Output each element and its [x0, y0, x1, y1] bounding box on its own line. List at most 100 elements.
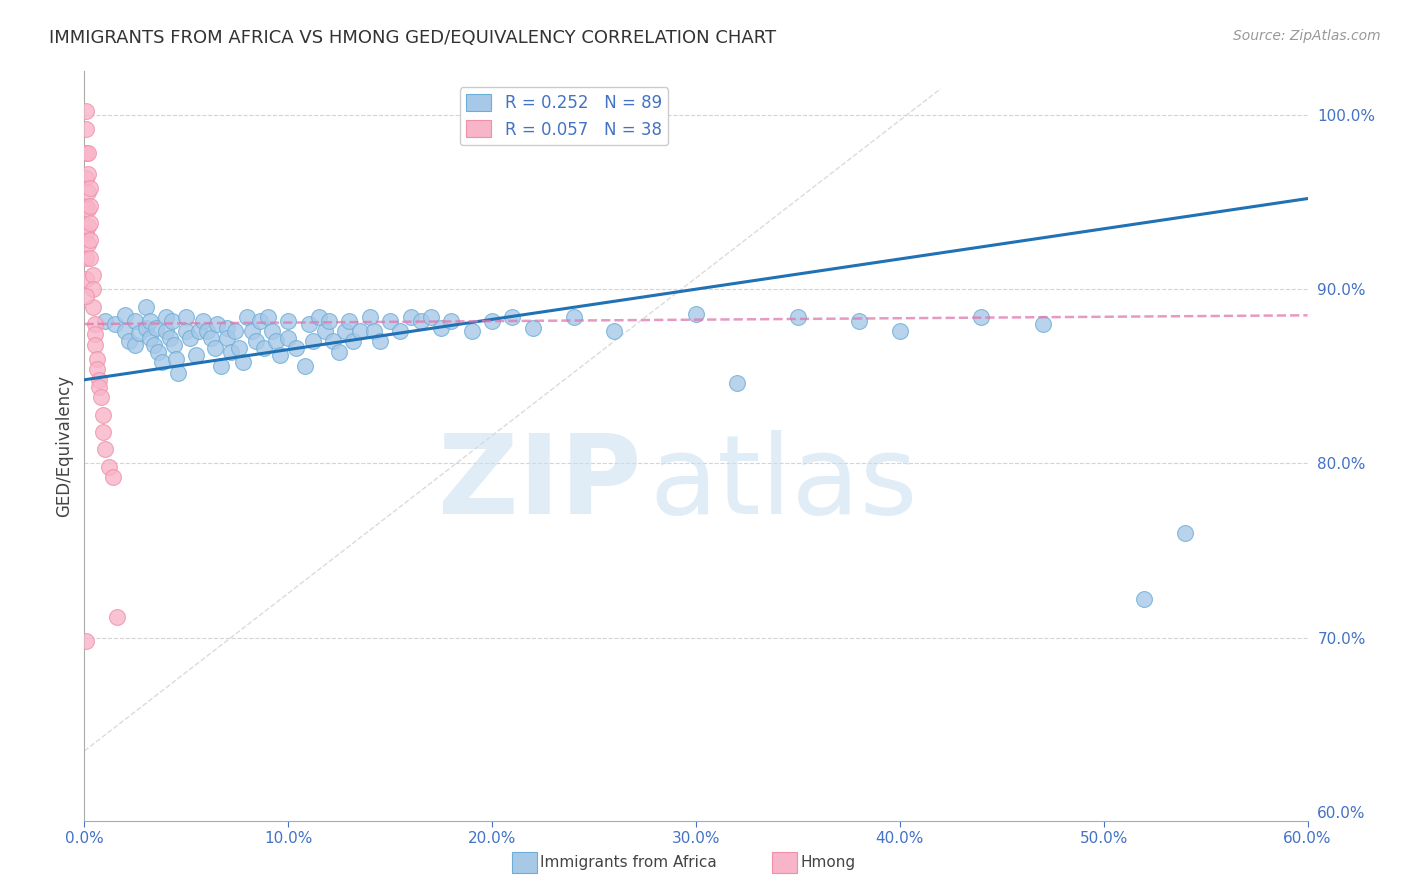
Text: Immigrants from Africa: Immigrants from Africa [540, 855, 717, 870]
Point [359, 310, 381, 324]
Point [502, 310, 524, 324]
Point [174, 310, 197, 324]
Text: Source: ZipAtlas.com: Source: ZipAtlas.com [1233, 29, 1381, 43]
Point [318, 313, 340, 327]
Point [209, 359, 232, 373]
Point [82, 268, 104, 283]
Text: atlas: atlas [650, 430, 918, 537]
Point [277, 331, 299, 345]
Point [217, 331, 239, 345]
Point [285, 342, 308, 356]
Point [90, 390, 112, 404]
Point [82, 282, 104, 296]
Point [155, 310, 177, 324]
Point [77, 167, 100, 181]
Point [75, 227, 97, 241]
Point [114, 308, 136, 322]
Point [163, 338, 186, 352]
Point [204, 342, 226, 356]
Point [409, 313, 432, 327]
Point [75, 271, 97, 285]
Point [75, 198, 97, 212]
Point [191, 313, 214, 327]
Point [200, 331, 222, 345]
Point [228, 342, 250, 356]
Point [339, 313, 361, 327]
Point [224, 324, 246, 338]
Point [461, 324, 484, 338]
Point [970, 310, 993, 324]
Point [328, 345, 350, 359]
Text: Hmong: Hmong [800, 855, 855, 870]
Point [146, 345, 169, 359]
Point [440, 313, 463, 327]
Point [77, 185, 100, 199]
Point [91, 408, 114, 422]
Point [101, 470, 124, 484]
Point [75, 104, 97, 119]
Point [349, 324, 371, 338]
Text: ZIP: ZIP [437, 430, 641, 537]
Point [294, 359, 316, 373]
Point [165, 351, 187, 366]
Point [1133, 592, 1156, 607]
Point [253, 342, 276, 356]
Point [889, 324, 911, 338]
Point [150, 355, 173, 369]
Point [160, 313, 183, 327]
Point [232, 355, 254, 369]
Point [82, 300, 104, 314]
Point [240, 324, 263, 338]
Point [83, 327, 105, 342]
Point [79, 181, 101, 195]
Point [1174, 526, 1197, 541]
Point [77, 146, 100, 161]
Point [725, 376, 748, 391]
Point [787, 310, 810, 324]
Bar [512, 852, 537, 873]
Point [187, 324, 209, 338]
Point [685, 307, 707, 321]
Point [314, 324, 336, 338]
Point [389, 324, 412, 338]
Point [93, 313, 115, 327]
Point [105, 609, 128, 624]
Point [128, 326, 150, 340]
Point [104, 317, 127, 331]
Point [145, 320, 167, 334]
Point [97, 459, 120, 474]
Point [135, 320, 157, 334]
Point [93, 442, 115, 457]
Point [335, 324, 357, 338]
Point [522, 320, 544, 334]
Point [86, 362, 108, 376]
Point [562, 310, 585, 324]
Point [174, 324, 197, 338]
Point [363, 324, 385, 338]
Point [135, 300, 157, 314]
Point [269, 348, 291, 362]
Point [420, 310, 443, 324]
Point [75, 634, 97, 648]
Point [308, 310, 330, 324]
Point [75, 289, 97, 303]
Point [118, 334, 141, 349]
Point [264, 334, 287, 349]
Bar [772, 852, 797, 873]
Point [217, 320, 239, 334]
Point [205, 317, 228, 331]
Point [91, 425, 114, 439]
Point [301, 334, 323, 349]
Point [87, 373, 110, 387]
Point [260, 324, 283, 338]
Point [79, 198, 101, 212]
Point [138, 313, 160, 327]
Point [298, 317, 321, 331]
Point [79, 216, 101, 230]
Point [848, 313, 870, 327]
Point [195, 324, 218, 338]
Point [77, 202, 100, 216]
Point [481, 313, 503, 327]
Point [77, 219, 100, 234]
Point [1032, 317, 1054, 331]
